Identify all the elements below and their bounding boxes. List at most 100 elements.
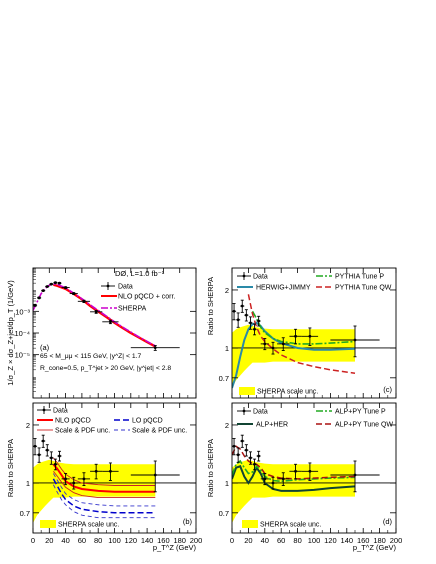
panel-d: 0 20 40 60 80 100 120 140 160 180 200 0.7 1 2 Data ALP+… <box>206 402 402 552</box>
data-point <box>37 447 42 463</box>
data-marker <box>253 462 256 466</box>
data-marker <box>271 346 275 350</box>
data-point <box>61 286 70 289</box>
plot-area <box>232 294 396 389</box>
data-point <box>301 327 319 346</box>
series-line <box>52 463 156 493</box>
data-marker <box>58 281 61 285</box>
y-tick-label: 1 <box>225 344 229 353</box>
legend-label: PYTHIA Tune QW <box>335 285 392 292</box>
legend-sample-marker <box>242 274 246 278</box>
series-line <box>232 459 356 483</box>
data-point <box>268 341 278 355</box>
data-point <box>130 345 180 351</box>
data-point <box>260 338 269 351</box>
data-point <box>33 303 38 307</box>
data-marker <box>54 281 57 285</box>
legend-sample-marker <box>42 408 46 412</box>
x-tick-label: 140 <box>341 536 354 545</box>
legend-label: Data <box>118 284 133 291</box>
data-marker <box>153 346 157 350</box>
x-tick-label: 40 <box>61 536 69 545</box>
cut-text: 65 < M_μμ < 115 GeV, |y^Z| < 1.7 <box>40 353 141 360</box>
cut-text: R_cone=0.5, p_T^jet > 20 GeV, |y^jet| < … <box>40 365 171 372</box>
data-marker <box>33 444 37 448</box>
data-marker <box>109 320 112 324</box>
data-point <box>236 312 241 328</box>
data-marker <box>94 310 98 314</box>
data-point <box>277 337 290 351</box>
data-point <box>248 316 253 330</box>
x-tick-label: 60 <box>277 536 285 545</box>
data-point <box>252 323 257 336</box>
legend-label: SHERPA <box>118 306 147 313</box>
series-line <box>52 484 156 519</box>
legend-label: NLO pQCD <box>55 418 91 425</box>
data-marker <box>72 481 76 485</box>
y-tick-label: 2 <box>225 286 229 295</box>
data-point <box>330 325 380 358</box>
data-marker <box>240 304 244 308</box>
data-marker <box>82 299 86 303</box>
x-tick-label: 100 <box>108 536 121 545</box>
panel-a: 10⁻⁵ 10⁻⁴ 10⁻³ DØ, L=1.0 fb⁻¹ Data NLO pQCD +… <box>6 267 197 399</box>
data-point <box>240 299 245 313</box>
data-marker <box>308 469 312 473</box>
data-marker <box>54 462 57 466</box>
x-tick-label: 0 <box>230 536 234 545</box>
x-tick-label: 100 <box>308 536 321 545</box>
legend-label: SHERPA scale unc. <box>58 522 119 529</box>
data-marker <box>58 454 61 458</box>
panel-header: DØ, L=1.0 fb⁻¹ <box>115 269 165 278</box>
data-marker <box>353 338 357 342</box>
data-point <box>232 438 237 456</box>
plot-area <box>232 445 396 523</box>
data-marker <box>232 309 236 313</box>
data-point <box>289 463 302 480</box>
sherpa-scale-band <box>232 324 355 388</box>
data-marker <box>257 319 261 323</box>
x-axis-label: p_T^Z (GeV) <box>153 543 197 552</box>
data-point <box>49 451 54 465</box>
series-line <box>53 473 156 507</box>
data-point <box>252 458 257 471</box>
data-point <box>57 450 62 462</box>
data-marker <box>64 477 67 481</box>
x-tick-label: 120 <box>324 536 337 545</box>
data-point <box>77 299 91 303</box>
x-tick-label: 180 <box>373 536 386 545</box>
y-tick-label: 2 <box>26 421 30 430</box>
data-point <box>61 473 70 486</box>
plot-area <box>33 457 196 523</box>
legend-label: Data <box>253 274 268 281</box>
x-tick-label: 60 <box>78 536 86 545</box>
data-point <box>244 309 249 322</box>
data-marker <box>82 477 86 481</box>
data-marker <box>232 444 236 448</box>
data-point <box>268 476 278 490</box>
data-marker <box>41 439 45 443</box>
data-marker <box>244 448 248 452</box>
data-point <box>90 463 103 480</box>
data-marker <box>236 453 240 457</box>
data-point <box>57 281 62 285</box>
data-marker <box>37 296 41 300</box>
data-marker <box>64 286 67 289</box>
data-marker <box>294 334 297 338</box>
y-tick-label: 1 <box>26 479 30 488</box>
x-tick-label: 200 <box>190 536 203 545</box>
y-tick-label: 10⁻⁴ <box>14 329 30 338</box>
data-point <box>69 476 78 490</box>
data-point <box>260 473 269 486</box>
x-tick-label: 40 <box>261 536 269 545</box>
data-point <box>53 281 58 285</box>
data-marker <box>281 342 285 346</box>
y-tick-label: 10⁻³ <box>15 307 30 316</box>
y-tick-label: 0.7 <box>219 374 229 383</box>
y-axis-label: 1/σ_Z × dσ_Z+jet/dp_T (1/GeV) <box>6 280 15 386</box>
y-axis-label: Ratio to SHERPA <box>206 277 215 335</box>
data-marker <box>49 456 53 460</box>
plot-area <box>33 283 156 348</box>
series-line <box>232 445 356 480</box>
legend-sample-box <box>40 520 56 528</box>
